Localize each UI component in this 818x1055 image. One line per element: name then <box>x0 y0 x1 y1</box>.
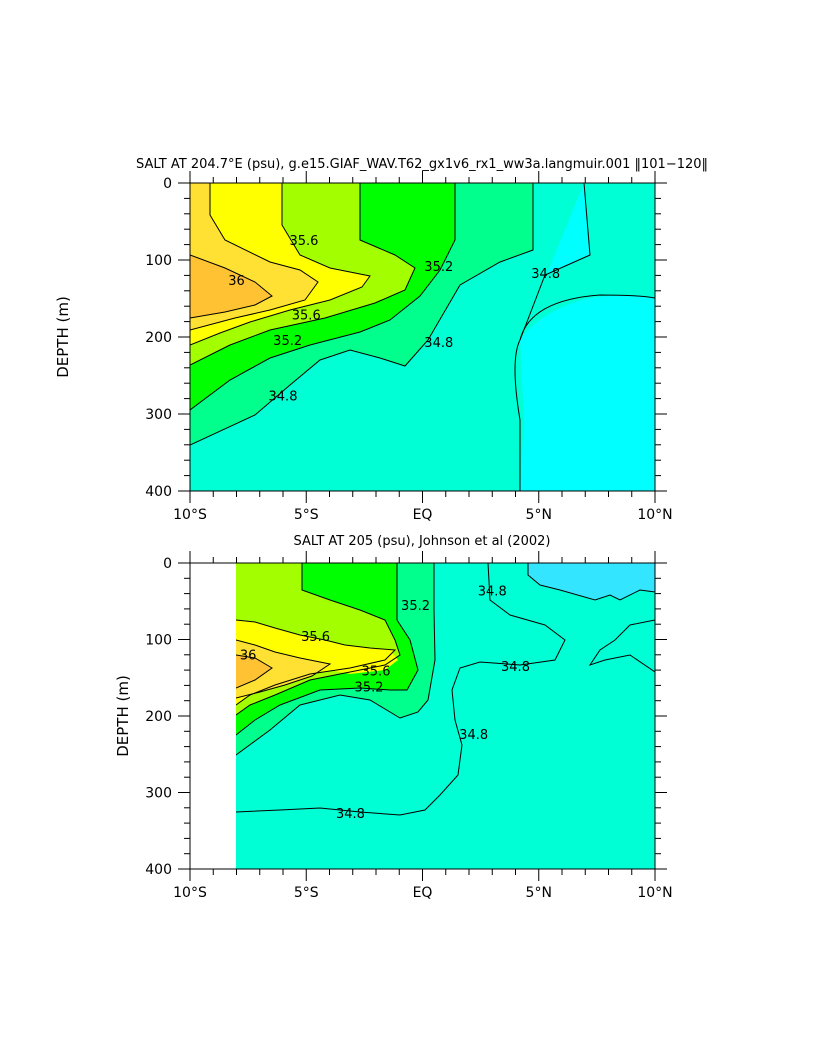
y-tick-label: 100 <box>145 253 172 269</box>
contour-label: 36 <box>240 649 257 664</box>
panel2-y-axis-label: DEPTH (m) <box>114 675 132 757</box>
region-35.6-core <box>330 648 398 674</box>
contour-label: 35.6 <box>289 234 318 249</box>
contour-label: 34.8 <box>531 267 560 282</box>
panel1-contour-lines <box>190 183 655 491</box>
x-tick-label: 10°S <box>173 885 207 901</box>
contour-label: 35.2 <box>273 334 302 349</box>
contour-label: 35.2 <box>355 681 384 696</box>
panel-model-salinity: 0 100 200 300 400 10°S 5°S EQ 5°N 10°N 36 35.6 35.… <box>54 157 708 523</box>
region-34.8-cap <box>518 183 655 345</box>
contour-label: 34.8 <box>459 728 488 743</box>
contour-label: 36 <box>228 274 245 289</box>
x-tick-label: 10°N <box>637 507 672 523</box>
y-tick-label: 0 <box>163 556 172 572</box>
contour-label: 34.8 <box>336 807 365 822</box>
contour-label: 35.6 <box>292 308 321 323</box>
panel1-title: SALT AT 204.7°E (psu), g.e15.GIAF_WAV.T6… <box>136 157 708 172</box>
region-36.0 <box>190 255 272 318</box>
panel2-y-ticks: 0 100 200 300 400 <box>145 556 667 878</box>
panel2-x-ticks: 10°S 5°S EQ 5°N 10°N <box>173 551 673 901</box>
region-35.8 <box>236 640 330 698</box>
y-tick-label: 300 <box>145 786 172 802</box>
contour-label: 34.8 <box>269 389 298 404</box>
y-tick-label: 400 <box>145 484 172 500</box>
x-tick-label: 5°N <box>526 885 552 901</box>
panel2-title: SALT AT 205 (psu), Johnson et al (2002) <box>293 534 550 549</box>
contour-label: 34.8 <box>501 660 530 675</box>
contour-label: 34.8 <box>478 584 507 599</box>
x-tick-label: 10°N <box>637 885 672 901</box>
contour-label: 35.6 <box>301 630 330 645</box>
panel1-contour-labels: 36 35.6 35.6 35.2 35.2 34.8 34.8 34.8 <box>228 234 560 405</box>
contour-label: 35.2 <box>401 599 430 614</box>
x-tick-label: EQ <box>413 885 433 901</box>
x-tick-label: 5°N <box>526 507 552 523</box>
x-tick-label: EQ <box>413 507 433 523</box>
panel1-y-axis-label: DEPTH (m) <box>54 296 72 378</box>
y-tick-label: 300 <box>145 407 172 423</box>
x-tick-label: 10°S <box>173 507 207 523</box>
contour-label: 35.2 <box>424 260 453 275</box>
y-tick-label: 200 <box>145 330 172 346</box>
panel1-y-ticks: 0 100 200 300 400 <box>145 176 667 500</box>
panel2-filled-contours <box>236 563 655 869</box>
y-tick-label: 100 <box>145 633 172 649</box>
x-tick-label: 5°S <box>294 507 319 523</box>
panel1-filled-contours <box>190 183 655 491</box>
y-tick-label: 400 <box>145 862 172 878</box>
y-tick-label: 0 <box>163 176 172 192</box>
panel1-x-ticks: 10°S 5°S EQ 5°N 10°N <box>173 171 673 523</box>
contour-label: 34.8 <box>424 336 453 351</box>
panel-observed-salinity: 0 100 200 300 400 10°S 5°S EQ 5°N 10°N 35.6 36 35.… <box>114 534 673 901</box>
region-lt-34.8 <box>528 563 655 600</box>
y-tick-label: 200 <box>145 709 172 725</box>
x-tick-label: 5°S <box>294 885 319 901</box>
panel2-contour-lines <box>236 563 655 816</box>
contour-label: 35.6 <box>362 665 391 680</box>
